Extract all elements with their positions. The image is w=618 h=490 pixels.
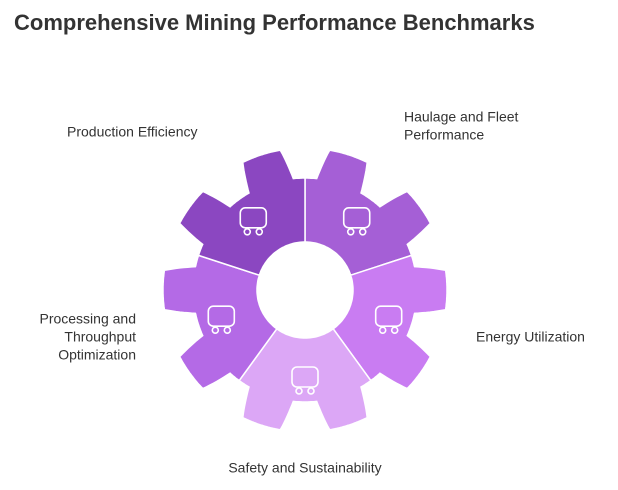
- segment-icon: [374, 305, 403, 334]
- icon-shape: [243, 228, 252, 236]
- segment-label: Energy Utilization: [476, 329, 585, 345]
- segment-label: Performance: [404, 127, 484, 143]
- gear-segment: [178, 149, 306, 277]
- segment-icon: [239, 207, 268, 236]
- icon-shape: [374, 305, 403, 327]
- icon-shape: [346, 228, 355, 236]
- gear-segment: [238, 327, 372, 431]
- icon-shape: [295, 387, 303, 395]
- icon-shape: [390, 326, 399, 334]
- icon-shape: [378, 326, 387, 334]
- gear: [162, 149, 448, 431]
- icon-shape: [239, 207, 268, 229]
- gear-hole: [257, 242, 353, 338]
- segment-icon: [291, 366, 319, 395]
- segment-label: Optimization: [58, 347, 136, 363]
- icon-shape: [223, 326, 232, 334]
- title: Comprehensive Mining Performance Benchma…: [14, 10, 535, 35]
- segment-label: Production Efficiency: [67, 124, 197, 140]
- icon-shape: [211, 326, 220, 334]
- segment-label: Haulage and Fleet: [404, 109, 519, 125]
- icon-shape: [291, 366, 319, 388]
- segment-label: Safety and Sustainability: [228, 460, 381, 476]
- gear-segment: [332, 254, 448, 390]
- icon-shape: [255, 228, 264, 236]
- icon-shape: [342, 207, 371, 229]
- icon-shape: [307, 387, 315, 395]
- segment-label: Throughput: [64, 329, 136, 345]
- segment-icon: [342, 207, 371, 236]
- segment-label: Processing and: [39, 311, 136, 327]
- labels: Haulage and Fleet Performance Energy Utili…: [39, 109, 584, 476]
- icon-shape: [207, 305, 236, 327]
- icon-shape: [358, 228, 367, 236]
- segment-icon: [207, 305, 236, 334]
